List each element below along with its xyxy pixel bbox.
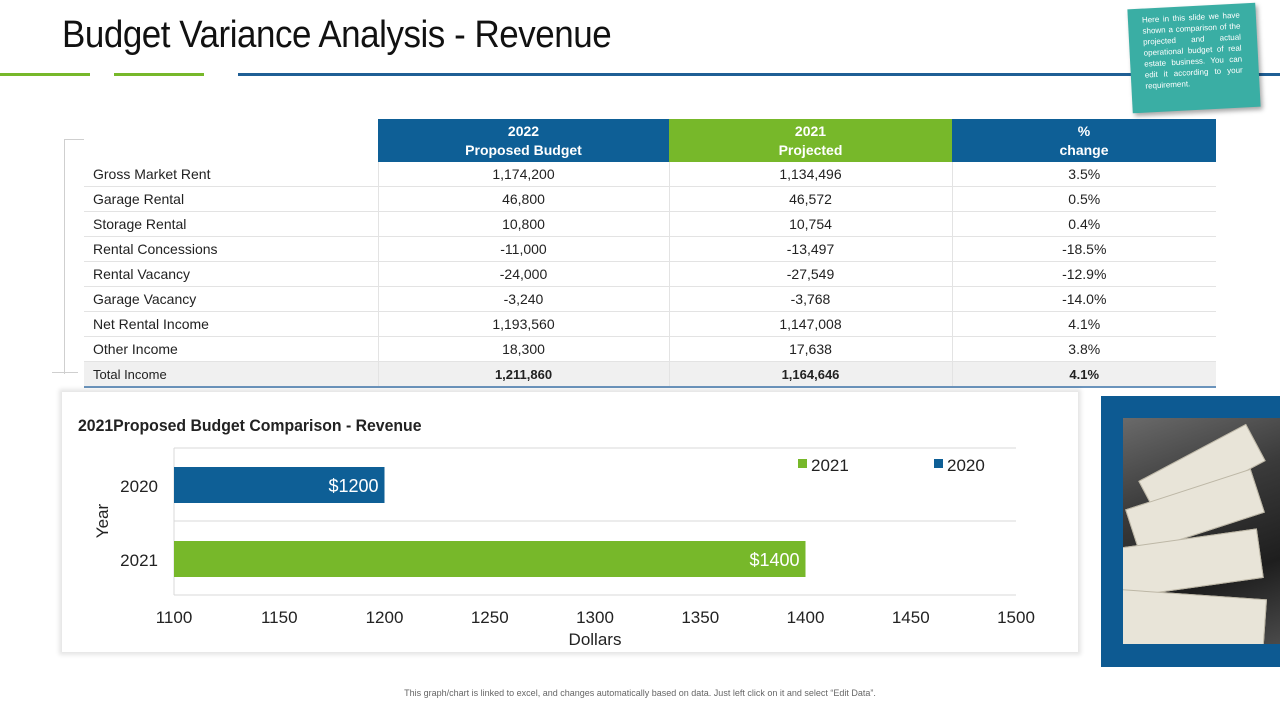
- cell-proposed: -24,000: [377, 261, 669, 287]
- cell-change: 4.1%: [951, 311, 1216, 337]
- y-tick-label: 2021: [120, 551, 158, 570]
- x-tick-label: 1200: [366, 608, 404, 627]
- header-change-symbol: %: [1077, 122, 1091, 139]
- cell-proposed: 1,174,200: [377, 162, 669, 187]
- table-row: Garage Vacancy -3,240 -3,768 -14.0%: [84, 286, 1216, 312]
- row-label: Net Rental Income: [84, 311, 378, 337]
- page-title: Budget Variance Analysis - Revenue: [62, 14, 612, 56]
- x-tick-label: 1450: [892, 608, 930, 627]
- x-tick-label: 1350: [681, 608, 719, 627]
- chart-title: 2021Proposed Budget Comparison - Revenue: [78, 416, 422, 435]
- cell-projected: 1,134,496: [668, 162, 952, 187]
- cell-change: 4.1%: [951, 361, 1216, 388]
- header-cell-proposed: 2022 Proposed Budget: [378, 119, 669, 162]
- table-row: Net Rental Income 1,193,560 1,147,008 4.…: [84, 311, 1216, 337]
- bar[interactable]: [174, 467, 385, 503]
- row-label: Storage Rental: [84, 211, 378, 237]
- cell-change: -12.9%: [951, 261, 1216, 287]
- row-label: Gross Market Rent: [84, 162, 378, 187]
- row-label: Garage Vacancy: [84, 286, 378, 312]
- header-change-label: change: [1059, 141, 1109, 158]
- header-proposed-year: 2022: [507, 122, 540, 139]
- y-tick-label: 2020: [120, 477, 158, 496]
- cell-projected: 1,147,008: [668, 311, 952, 337]
- table-row: Gross Market Rent 1,174,200 1,134,496 3.…: [84, 162, 1216, 187]
- footer-note: This graph/chart is linked to excel, and…: [404, 688, 876, 698]
- row-label: Total Income: [84, 361, 378, 388]
- row-label: Rental Concessions: [84, 236, 378, 262]
- cell-projected: 10,754: [668, 211, 952, 237]
- header-proposed-label: Proposed Budget: [465, 141, 582, 158]
- x-tick-label: 1300: [576, 608, 614, 627]
- cell-proposed: -3,240: [377, 286, 669, 312]
- header-cell-projected: 2021 Projected: [669, 119, 952, 162]
- cell-projected: -13,497: [668, 236, 952, 262]
- header-cell-blank: [84, 119, 378, 162]
- legend-label: 2020: [947, 456, 985, 475]
- cell-proposed: 10,800: [377, 211, 669, 237]
- bar-data-label: $1200: [328, 476, 378, 496]
- legend-label: 2021: [811, 456, 849, 475]
- x-tick-label: 1100: [156, 608, 193, 627]
- row-label: Other Income: [84, 336, 378, 362]
- sticky-note[interactable]: Here in this slide we have shown a compa…: [1127, 2, 1261, 114]
- sticky-note-text: Here in this slide we have shown a compa…: [1141, 10, 1243, 91]
- budget-table: 2022 Proposed Budget 2021 Projected % ch…: [84, 119, 1216, 388]
- cell-proposed: -11,000: [377, 236, 669, 262]
- table-row: Other Income 18,300 17,638 3.8%: [84, 336, 1216, 362]
- cell-change: -14.0%: [951, 286, 1216, 312]
- cell-proposed: 18,300: [377, 336, 669, 362]
- header-projected-label: Projected: [778, 141, 843, 158]
- cell-change: 0.4%: [951, 211, 1216, 237]
- cell-projected: -3,768: [668, 286, 952, 312]
- table-row: Rental Vacancy -24,000 -27,549 -12.9%: [84, 261, 1216, 287]
- cell-proposed: 1,211,860: [377, 361, 669, 388]
- table-header-row: 2022 Proposed Budget 2021 Projected % ch…: [84, 119, 1216, 162]
- photo-frame: [1101, 396, 1280, 667]
- header-cell-change: % change: [952, 119, 1216, 162]
- cell-change: 3.8%: [951, 336, 1216, 362]
- title-underline-green-1: [0, 73, 90, 76]
- table-row: Storage Rental 10,800 10,754 0.4%: [84, 211, 1216, 237]
- bar-data-label: $1400: [749, 550, 799, 570]
- cell-change: 0.5%: [951, 186, 1216, 212]
- x-tick-label: 1400: [787, 608, 825, 627]
- table-row-total: Total Income 1,211,860 1,164,646 4.1%: [84, 361, 1216, 388]
- title-underline-green-2: [114, 73, 204, 76]
- money-photo: [1123, 418, 1280, 644]
- row-label: Garage Rental: [84, 186, 378, 212]
- cell-proposed: 1,193,560: [377, 311, 669, 337]
- legend-swatch: [798, 459, 807, 468]
- bar-chart[interactable]: 2020 2021 $1200 $1400 1100 1150 1200 1250 1300 13…: [62, 392, 1078, 652]
- legend-swatch: [934, 459, 943, 468]
- bar[interactable]: [174, 541, 806, 577]
- x-tick-label: 1500: [997, 608, 1035, 627]
- x-tick-label: 1250: [471, 608, 509, 627]
- title-underline-blue: [238, 73, 1280, 76]
- cell-projected: -27,549: [668, 261, 952, 287]
- header-projected-year: 2021: [794, 122, 827, 139]
- banknote-shape: [1123, 588, 1267, 644]
- cell-change: 3.5%: [951, 162, 1216, 187]
- table-row: Garage Rental 46,800 46,572 0.5%: [84, 186, 1216, 212]
- table-bracket-foot: [52, 372, 78, 373]
- x-tick-label: 1150: [261, 608, 298, 627]
- x-axis-title: Dollars: [569, 630, 622, 649]
- cell-projected: 46,572: [668, 186, 952, 212]
- cell-projected: 1,164,646: [668, 361, 952, 388]
- cell-proposed: 46,800: [377, 186, 669, 212]
- cell-change: -18.5%: [951, 236, 1216, 262]
- row-label: Rental Vacancy: [84, 261, 378, 287]
- cell-projected: 17,638: [668, 336, 952, 362]
- y-axis-title: Year: [93, 503, 112, 538]
- table-row: Rental Concessions -11,000 -13,497 -18.5…: [84, 236, 1216, 262]
- chart-panel[interactable]: 2021Proposed Budget Comparison - Revenue…: [62, 392, 1078, 652]
